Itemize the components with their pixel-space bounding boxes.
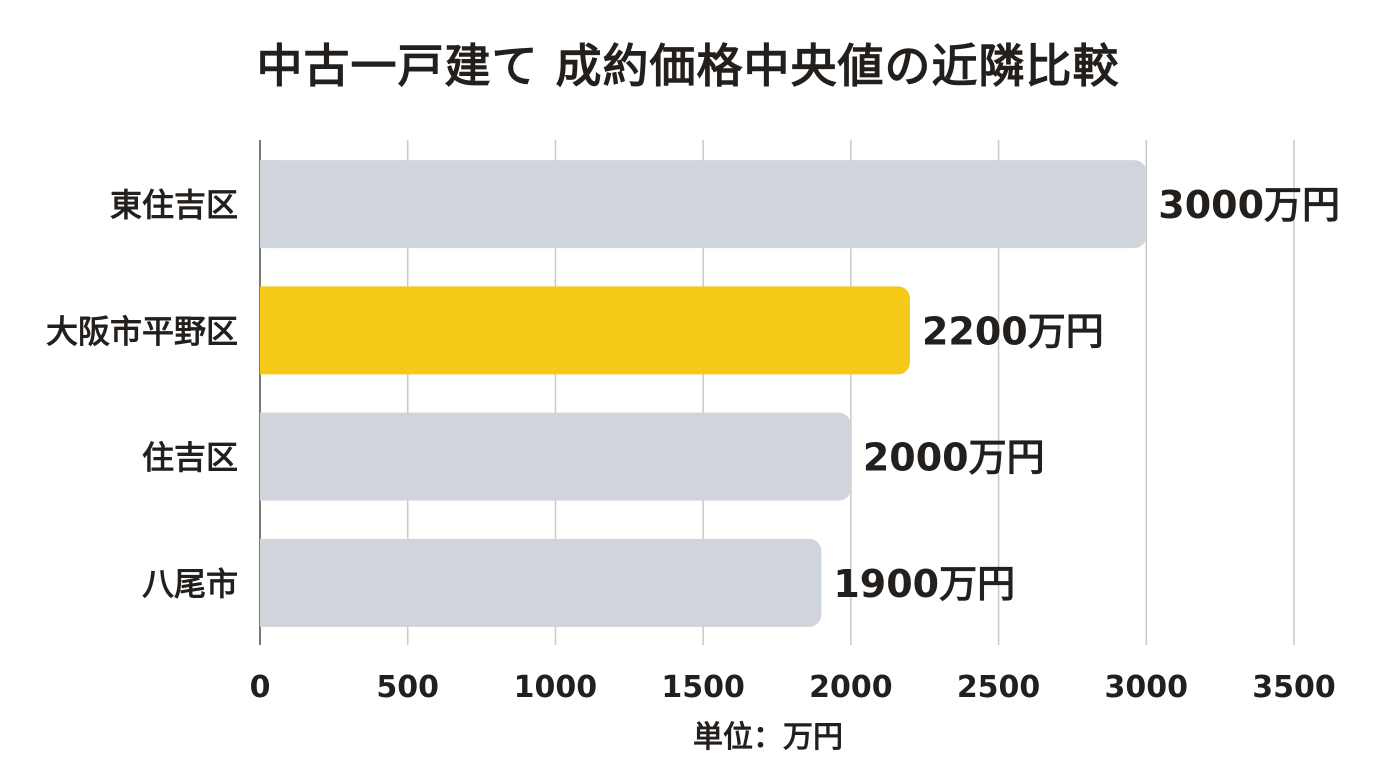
- x-tick-label: 2000: [809, 670, 893, 705]
- data-label: 2200万円: [922, 309, 1104, 353]
- bar-left-edge-2: [260, 412, 274, 501]
- category-label: 八尾市: [142, 565, 238, 603]
- data-label: 3000万円: [1158, 183, 1340, 227]
- x-tick-label: 2500: [957, 670, 1041, 705]
- category-label: 東住吉区: [110, 186, 238, 224]
- x-tick-label: 500: [376, 670, 439, 705]
- bars: [260, 160, 1147, 627]
- bar-1: [260, 286, 910, 375]
- category-label: 住吉区: [142, 439, 238, 477]
- data-label: 2000万円: [863, 436, 1045, 480]
- bar-left-edge-1: [260, 286, 274, 375]
- x-tick-label: 0: [250, 670, 271, 705]
- bar-2: [260, 412, 851, 501]
- bar-left-edge-3: [260, 538, 274, 627]
- x-tick-label: 1500: [661, 670, 745, 705]
- bar-3: [260, 538, 822, 627]
- data-label: 1900万円: [833, 562, 1015, 606]
- bar-left-edge-0: [260, 160, 274, 249]
- x-tick-label: 3500: [1252, 670, 1336, 705]
- category-label: 大阪市平野区: [46, 312, 238, 350]
- chart-title: 中古一戸建て 成約価格中央値の近隣比較: [256, 39, 1120, 93]
- x-tick-label: 3000: [1105, 670, 1189, 705]
- x-axis-label: 単位：万円: [693, 720, 843, 755]
- x-tick-label: 1000: [514, 670, 598, 705]
- bar-0: [260, 160, 1147, 249]
